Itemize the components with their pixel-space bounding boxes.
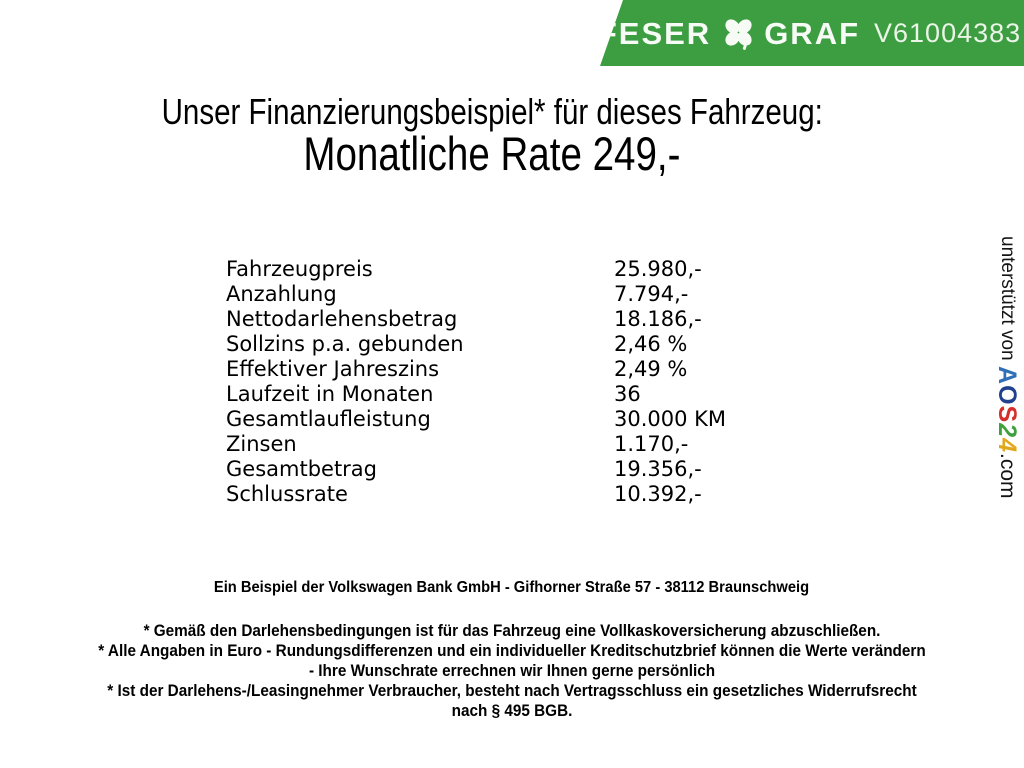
finance-table: Fahrzeugpreis 25.980,- Anzahlung 7.794,-… bbox=[226, 257, 826, 507]
row-label: Sollzins p.a. gebunden bbox=[226, 332, 464, 356]
row-label: Fahrzeugpreis bbox=[226, 257, 373, 281]
row-label: Nettodarlehensbetrag bbox=[226, 307, 458, 331]
row-value: 7.794,- bbox=[614, 282, 689, 306]
row-label: Gesamtbetrag bbox=[226, 457, 378, 481]
heading-line1: Unser Finanzierungsbeispiel* für dieses … bbox=[0, 92, 984, 132]
table-row: Nettodarlehensbetrag 18.186,- bbox=[226, 307, 826, 332]
row-value: 18.186,- bbox=[614, 307, 702, 331]
table-row: Effektiver Jahreszins 2,49 % bbox=[226, 357, 826, 382]
row-value: 10.392,- bbox=[614, 482, 702, 506]
disclaimer-line: - Ihre Wunschrate errechnen wir Ihnen ge… bbox=[308, 661, 716, 680]
heading-monthly-rate-text: Monatliche Rate 249,- bbox=[303, 127, 681, 180]
clover-icon bbox=[725, 18, 752, 50]
vehicle-id: V61004383 bbox=[874, 17, 1022, 48]
brand-feser: FESER bbox=[597, 15, 712, 51]
aos24-letter: 4 bbox=[993, 438, 1021, 453]
row-value: 1.170,- bbox=[614, 432, 689, 456]
row-label: Gesamtlaufleistung bbox=[226, 407, 431, 431]
table-row: Zinsen 1.170,- bbox=[226, 432, 826, 457]
row-label: Anzahlung bbox=[226, 282, 337, 306]
table-row: Schlussrate 10.392,- bbox=[226, 482, 826, 507]
disclaimer-line: * Ist der Darlehens-/Leasingnehmer Verbr… bbox=[107, 681, 917, 700]
heading-monthly-rate: Monatliche Rate 249,- bbox=[0, 128, 984, 180]
heading-line1-text: Unser Finanzierungsbeispiel* für dieses … bbox=[161, 91, 823, 132]
disclaimer-line: nach § 495 BGB. bbox=[451, 701, 573, 720]
aos24-letter: S bbox=[993, 405, 1021, 424]
supported-by-strip: unterstützt von AOS24.com bbox=[992, 236, 1021, 546]
disclaimer-line: * Gemäß den Darlehensbedingungen ist für… bbox=[143, 621, 881, 640]
table-row: Anzahlung 7.794,- bbox=[226, 282, 826, 307]
table-row: Fahrzeugpreis 25.980,- bbox=[226, 257, 826, 282]
aos24-letter: 2 bbox=[993, 423, 1021, 439]
bank-address-line: Ein Beispiel der Volkswagen Bank GmbH - … bbox=[0, 579, 1024, 597]
row-value: 25.980,- bbox=[614, 257, 702, 281]
disclaimer-block: * Gemäß den Darlehensbedingungen ist für… bbox=[0, 621, 1024, 721]
row-label: Effektiver Jahreszins bbox=[226, 357, 440, 381]
aos24-letter: A bbox=[993, 365, 1021, 385]
table-row: Laufzeit in Monaten 36 bbox=[226, 382, 826, 407]
row-value: 19.356,- bbox=[614, 457, 702, 481]
disclaimer-line: * Alle Angaben in Euro - Rundungsdiffere… bbox=[98, 641, 926, 660]
row-label: Zinsen bbox=[226, 432, 297, 456]
bank-address-text: Ein Beispiel der Volkswagen Bank GmbH - … bbox=[214, 579, 810, 596]
table-row: Sollzins p.a. gebunden 2,46 % bbox=[226, 332, 826, 357]
brand-banner: FESER GRAF V61004383 bbox=[597, 0, 1024, 66]
aos24-domain-suffix: .com bbox=[996, 452, 1019, 499]
row-value: 2,49 % bbox=[614, 357, 688, 381]
table-row: Gesamtlaufleistung 30.000 KM bbox=[226, 407, 826, 432]
row-value: 36 bbox=[614, 382, 641, 406]
supported-by-label: unterstützt von bbox=[997, 236, 1018, 366]
row-value: 2,46 % bbox=[614, 332, 688, 356]
row-label: Laufzeit in Monaten bbox=[226, 382, 434, 406]
row-label: Schlussrate bbox=[226, 482, 348, 506]
brand-graf: GRAF bbox=[764, 15, 861, 51]
aos24-logo: AOS24 bbox=[993, 366, 1021, 453]
row-value: 30.000 KM bbox=[614, 407, 727, 431]
table-row: Gesamtbetrag 19.356,- bbox=[226, 457, 826, 482]
aos24-letter: O bbox=[993, 384, 1021, 406]
